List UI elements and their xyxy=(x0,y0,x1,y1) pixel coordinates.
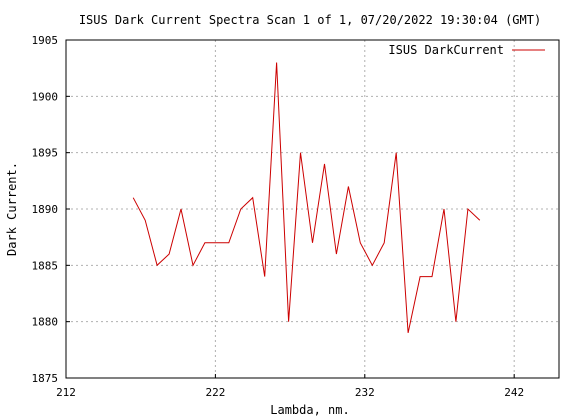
x-tick-label: 212 xyxy=(56,386,76,399)
y-tick-label: 1900 xyxy=(32,90,59,103)
y-tick-label: 1905 xyxy=(32,34,59,47)
ticks: 212 222 232 242 1875 1880 1885 1890 1895 1900 1905 xyxy=(32,34,525,399)
legend: ISUS DarkCurrent xyxy=(388,43,545,57)
x-tick-label: 222 xyxy=(205,386,225,399)
legend-label: ISUS DarkCurrent xyxy=(388,43,504,57)
series-line-isus-darkcurrent xyxy=(132,62,481,334)
x-tick-label: 232 xyxy=(355,386,375,399)
y-tick-label: 1875 xyxy=(32,372,59,385)
chart-title: ISUS Dark Current Spectra Scan 1 of 1, 0… xyxy=(79,13,541,27)
x-axis-label: Lambda, nm. xyxy=(270,403,349,417)
y-tick-label: 1890 xyxy=(32,203,59,216)
y-tick-label: 1885 xyxy=(32,259,59,272)
y-tick-label: 1880 xyxy=(32,316,59,329)
y-axis-label: Dark Current. xyxy=(5,162,19,256)
grid xyxy=(66,40,559,378)
x-tick-label: 242 xyxy=(504,386,524,399)
y-tick-label: 1895 xyxy=(32,147,59,160)
